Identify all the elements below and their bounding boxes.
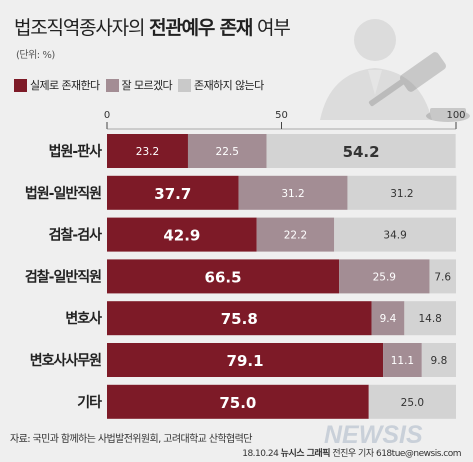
data-label: 11.1	[391, 355, 414, 367]
category-label: 변호사	[65, 311, 102, 327]
bar-segment	[107, 384, 369, 419]
data-label: 31.2	[281, 188, 304, 200]
data-label: 7.6	[434, 271, 451, 283]
bar-segment	[107, 217, 257, 252]
bar-segment	[347, 175, 457, 210]
bar-segment	[368, 384, 456, 419]
legend-swatch	[14, 78, 27, 92]
data-label: 22.5	[216, 146, 239, 158]
legend-item-exists: 실제로 존재한다	[14, 77, 100, 93]
legend-item-not-exists: 존재하지 않는다	[178, 77, 264, 93]
category-label: 기타	[77, 395, 102, 411]
bar-segment	[383, 343, 422, 377]
category-label: 검찰-일반직원	[25, 268, 101, 285]
bar-segment	[107, 259, 340, 294]
data-label: 34.9	[383, 230, 406, 242]
axis-tick-label: 50	[275, 110, 288, 121]
bar-segment	[334, 217, 456, 252]
bar-segment	[107, 301, 372, 336]
data-label: 31.2	[390, 188, 413, 200]
bar-segment	[266, 134, 456, 168]
data-label: 75.8	[221, 310, 258, 328]
chart-title: 법조직역종사자의 전관예우 존재 여부	[14, 17, 291, 39]
bar-segment	[238, 175, 348, 210]
legend-swatch	[105, 78, 119, 92]
data-label: 54.2	[343, 143, 380, 161]
bar-segment	[107, 343, 384, 377]
axis-tick-label: 0	[104, 110, 110, 121]
category-label: 변호사사무원	[30, 353, 101, 369]
bar-segment	[371, 301, 405, 336]
bar-segment	[404, 301, 456, 336]
bar-segment	[107, 175, 239, 210]
bar-segment	[339, 259, 430, 294]
bar-segment	[187, 134, 267, 168]
data-label: 42.9	[163, 227, 200, 245]
legend-item-unsure: 잘 모르겠다	[105, 77, 173, 93]
bar-segment	[107, 134, 188, 168]
data-label: 23.2	[136, 146, 159, 158]
data-label: 22.2	[284, 230, 307, 242]
category-label: 검찰-검사	[49, 227, 102, 244]
source-note: 자료: 국민과 함께하는 사법발전위원회, 고려대학교 산학협력단	[10, 434, 252, 445]
data-label: 66.5	[205, 268, 242, 286]
category-label: 법원-일반직원	[25, 185, 101, 202]
data-label: 9.4	[380, 313, 397, 325]
bar-segment	[256, 217, 335, 252]
legend: 실제로 존재한다 잘 모르겠다 존재하지 않는다	[14, 77, 270, 93]
data-label: 37.7	[154, 185, 191, 203]
newsis-logo: NEWSIS	[324, 421, 423, 449]
bar-segment	[421, 343, 456, 377]
data-label: 25.9	[373, 271, 396, 283]
data-label: 14.8	[418, 313, 441, 325]
data-label: 25.0	[401, 397, 424, 409]
axis-tick-label: 100	[446, 110, 465, 121]
data-label: 9.8	[431, 355, 448, 367]
credit-line: 18.10.24 뉴시스 그래픽 전진우 기자 618tue@newsis.co…	[242, 449, 461, 459]
data-label: 75.0	[219, 394, 256, 412]
legend-swatch	[178, 78, 192, 92]
category-label: 법원-판사	[49, 144, 102, 160]
unit-label: (단위: %)	[16, 50, 55, 61]
data-label: 79.1	[227, 352, 264, 370]
bar-segment	[429, 259, 456, 294]
